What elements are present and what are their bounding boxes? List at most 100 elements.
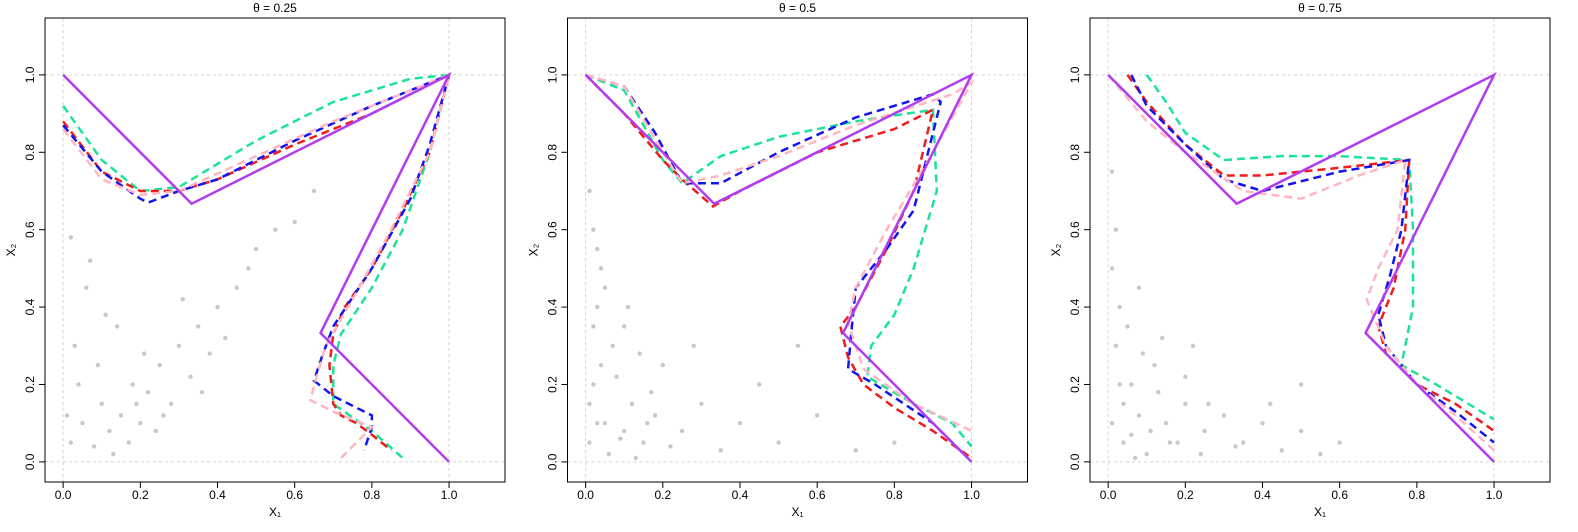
scatter-point (660, 362, 666, 368)
scatter-point (1113, 343, 1119, 348)
scatter-point (253, 246, 259, 252)
y-tick-label: 1.0 (1068, 66, 1082, 83)
scatter-point (625, 304, 631, 310)
scatter-point (641, 440, 646, 445)
scatter-point (1260, 420, 1265, 426)
y-tick-label: 1.0 (23, 66, 37, 83)
scatter-point (87, 258, 93, 263)
scatter-point (618, 436, 623, 441)
scatter-point (1125, 324, 1130, 329)
scatter-point (691, 343, 696, 348)
y-tick-label: 0.6 (1068, 221, 1082, 238)
curve (1145, 74, 1495, 421)
y-tick-label: 0.2 (1068, 376, 1082, 393)
scatter-point (598, 266, 604, 271)
scatter-point (292, 219, 297, 225)
scatter-point (126, 440, 131, 445)
y-tick-label: 0.6 (546, 221, 560, 238)
scatter-point (1167, 440, 1173, 445)
scatter-point (138, 420, 143, 426)
scatter-point (1183, 374, 1188, 379)
scatter-point (614, 374, 619, 379)
x-tick-label: 0.0 (577, 488, 594, 502)
scatter-point (76, 382, 81, 387)
scatter-point (645, 420, 650, 426)
y-axis-label: X₂ (1049, 243, 1063, 256)
x-tick-label: 0.0 (55, 488, 72, 502)
x-tick-label: 1.0 (1486, 488, 1503, 502)
scatter-point (188, 374, 193, 379)
scatter-point (649, 390, 654, 395)
scatter-point (737, 420, 743, 426)
curve (62, 72, 451, 459)
scatter-point (1129, 382, 1134, 387)
scatter-point (591, 227, 596, 232)
scatter-point (1190, 343, 1196, 348)
panel-title: θ = 0.25 (253, 1, 297, 15)
y-tick-label: 0.0 (546, 453, 560, 470)
scatter-point (246, 266, 251, 271)
x-tick-label: 0.2 (132, 488, 149, 502)
plot-frame (44, 17, 506, 483)
scatter-point (1136, 285, 1142, 290)
scatter-point (622, 428, 627, 434)
scatter-point (1298, 428, 1304, 434)
scatter-point (1318, 451, 1323, 457)
x-tick-label: 0.6 (1331, 488, 1348, 502)
x-tick-label: 0.0 (1100, 488, 1117, 502)
x-tick-label: 0.8 (886, 488, 903, 502)
scatter-point (1233, 444, 1238, 449)
scatter-point (718, 448, 723, 453)
curve (1107, 72, 1497, 463)
scatter-point (64, 413, 70, 418)
y-axis-label: X₂ (527, 243, 541, 256)
y-tick-label: 0.0 (1068, 453, 1082, 470)
scatter-point (602, 285, 608, 290)
scatter-point (68, 440, 74, 445)
scatter-point (84, 285, 89, 290)
scatter-point (223, 335, 228, 341)
y-tick-label: 0.8 (23, 144, 37, 161)
scatter-point (311, 188, 317, 194)
scatter-point (1109, 169, 1115, 174)
scatter-point (1117, 304, 1122, 310)
x-tick-label: 0.8 (1409, 488, 1426, 502)
scatter-point (633, 455, 639, 461)
scatter-point (1337, 440, 1342, 445)
scatter-point (134, 401, 139, 407)
scatter-point (95, 362, 101, 368)
plot-frame (1089, 17, 1551, 483)
curve (1126, 74, 1495, 432)
scatter-point (679, 428, 685, 434)
curve (584, 72, 975, 463)
scatter-point (595, 304, 600, 310)
x-tick-label: 0.8 (364, 488, 381, 502)
scatter-point (176, 343, 182, 348)
scatter-point (1140, 351, 1146, 356)
scatter-point (853, 448, 858, 453)
scatter-point (637, 351, 642, 356)
scatter-point (1241, 440, 1246, 445)
y-axis-label: X₂ (4, 243, 18, 256)
scatter-point (587, 401, 592, 407)
y-tick-label: 0.6 (23, 221, 37, 238)
scatter-point (111, 451, 116, 457)
scatter-point (1132, 455, 1138, 461)
scatter-point (141, 351, 147, 356)
scatter-point (1113, 227, 1119, 232)
scatter-point (1202, 428, 1207, 434)
scatter-point (153, 428, 158, 434)
scatter-point (1144, 451, 1149, 457)
panel-title: θ = 0.75 (1298, 1, 1342, 15)
y-tick-label: 0.4 (23, 298, 37, 315)
scatter-point (72, 343, 77, 348)
scatter-point (91, 444, 97, 449)
scatter-point (595, 246, 600, 252)
scatter-point (1152, 362, 1157, 368)
scatter-point (1279, 448, 1284, 453)
x-tick-label: 1.0 (963, 488, 980, 502)
scatter-point (602, 420, 608, 426)
scatter-point (114, 324, 120, 329)
scatter-point (757, 382, 762, 387)
